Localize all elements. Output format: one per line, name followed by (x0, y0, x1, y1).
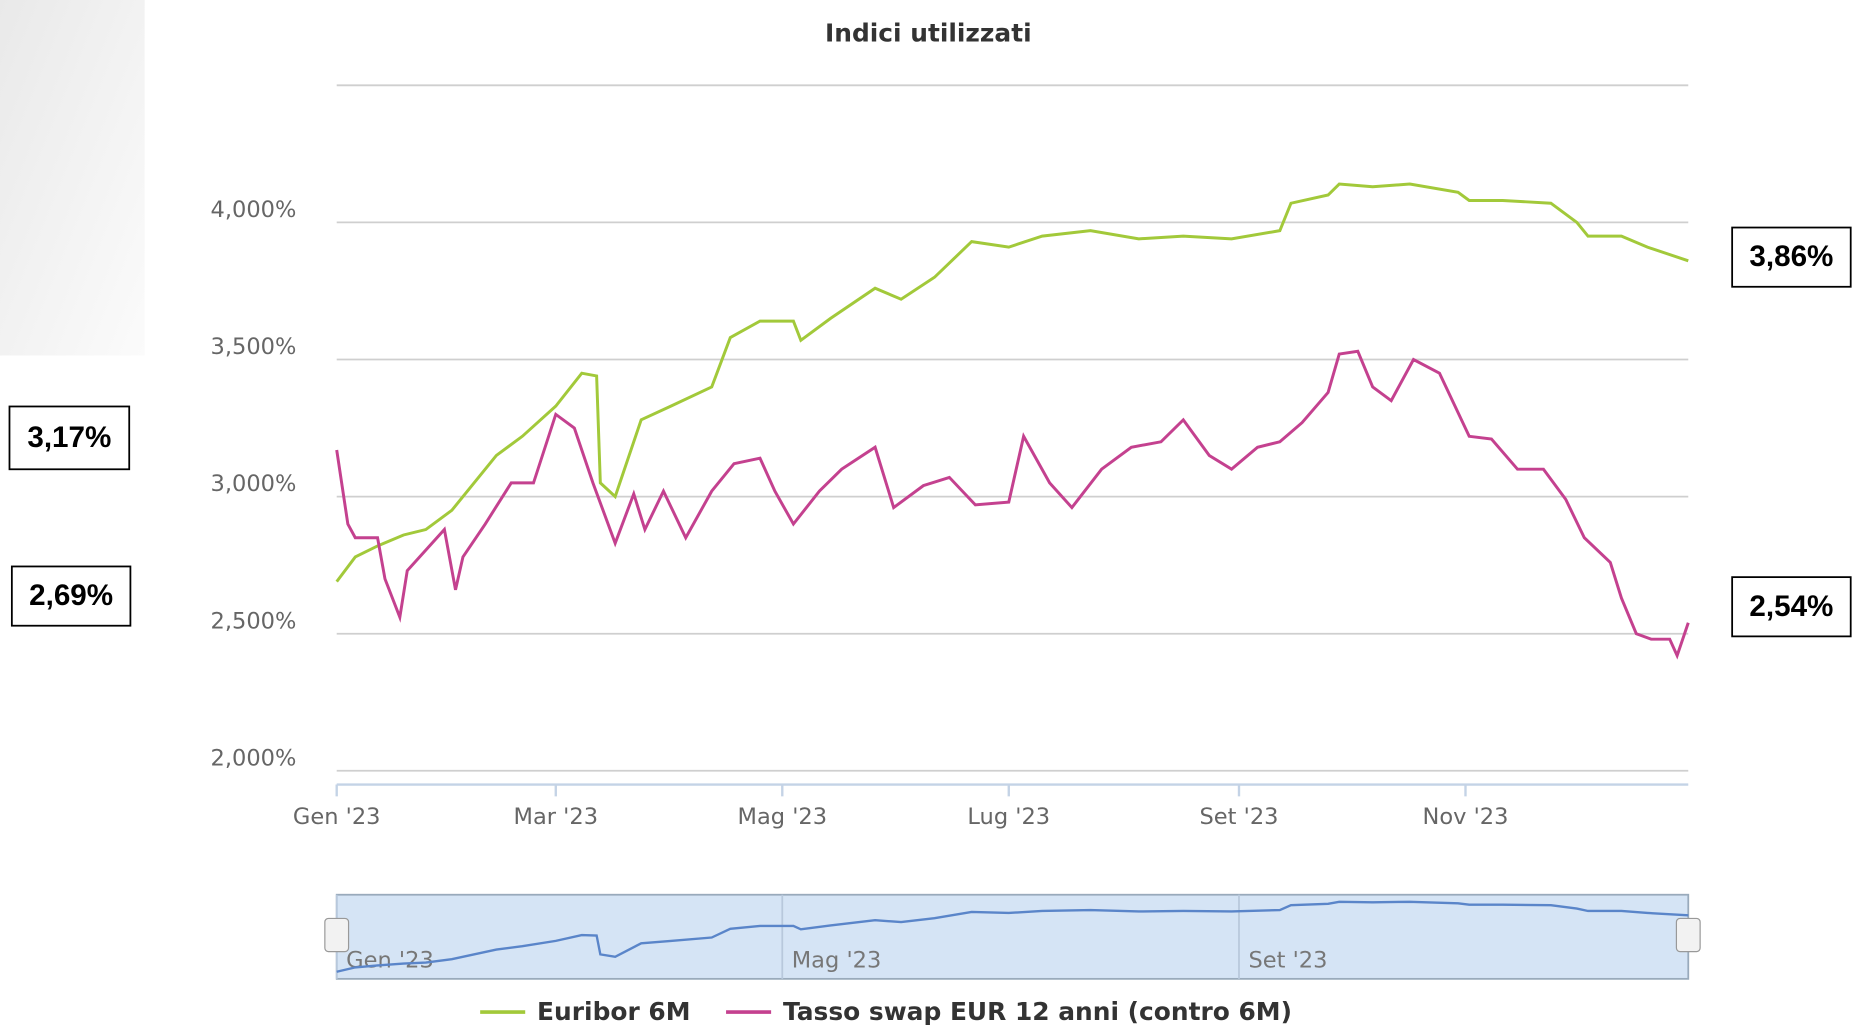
legend-label: Euribor 6M (537, 997, 690, 1026)
navigator-line (336, 900, 1689, 973)
x-tick-label: Mag '23 (738, 804, 828, 830)
y-tick-label: 4,000% (211, 197, 297, 223)
annotation-box (10, 565, 132, 627)
navigator-label: Mag '23 (792, 948, 882, 974)
y-tick-label: 2,500% (211, 608, 297, 634)
navigator (335, 893, 1690, 980)
annotation-box (8, 405, 131, 471)
x-tick-label: Nov '23 (1423, 804, 1509, 830)
annotation-box (1731, 576, 1852, 638)
annotation-box (1731, 226, 1852, 288)
x-tick-label: Mar '23 (514, 804, 599, 830)
legend-label: Tasso swap EUR 12 anni (contro 6M) (783, 997, 1292, 1026)
annotation-text: 2,54% (1749, 590, 1833, 623)
chart-title: Indici utilizzati (825, 18, 1032, 47)
x-tick-label: Gen '23 (293, 804, 381, 830)
y-tick-label: 3,000% (211, 471, 297, 497)
y-tick-label: 3,500% (211, 334, 297, 360)
annotation-text: 3,17% (27, 421, 111, 454)
annotation-text: 2,69% (29, 579, 113, 612)
x-tick-label: Lug '23 (967, 804, 1050, 830)
x-tick-label: Set '23 (1199, 804, 1278, 830)
annotation-text: 3,86% (1749, 240, 1833, 273)
background-panel (0, 0, 145, 356)
series-line (335, 349, 1690, 660)
navigator-handle (1675, 917, 1701, 953)
navigator-handle (324, 917, 350, 953)
navigator-label: Gen '23 (346, 948, 434, 974)
navigator-label: Set '23 (1248, 948, 1327, 974)
y-tick-label: 2,000% (211, 745, 297, 771)
series-line (335, 182, 1689, 583)
